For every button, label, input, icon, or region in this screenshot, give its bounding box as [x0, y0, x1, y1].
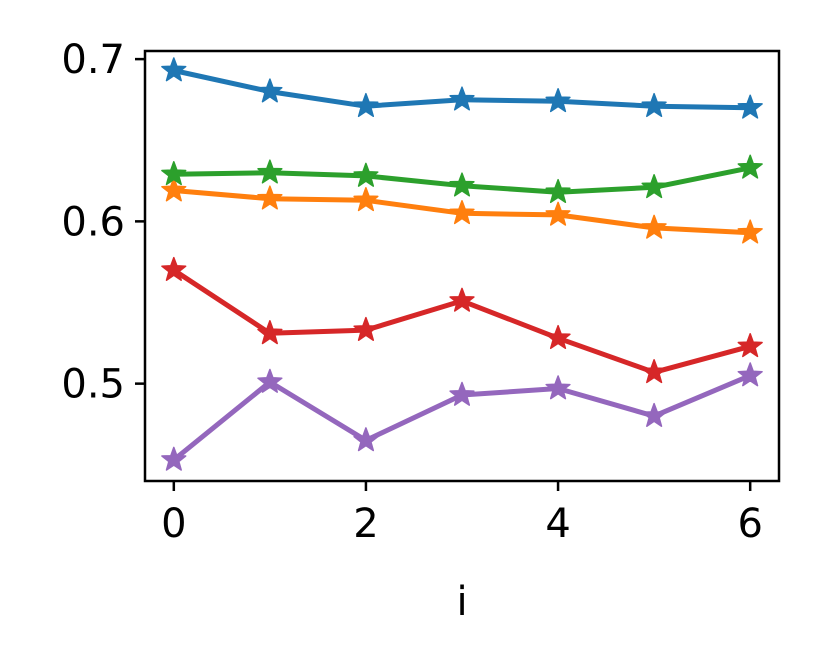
- data-point-star: [257, 159, 283, 184]
- data-point-star: [353, 187, 379, 212]
- data-point-star: [257, 368, 283, 393]
- x-axis-label: i: [456, 579, 467, 625]
- data-point-star: [257, 78, 283, 103]
- series-lines: [171, 68, 753, 463]
- data-point-star: [545, 375, 571, 400]
- data-point-star: [545, 88, 571, 113]
- data-point-star: [353, 92, 379, 118]
- data-point-star: [545, 178, 571, 204]
- data-point-star: [737, 362, 763, 387]
- data-point-star: [161, 57, 187, 82]
- y-tick-label: 0.5: [61, 362, 125, 408]
- data-point-star: [641, 92, 667, 118]
- data-point-star: [737, 154, 763, 179]
- data-point-star: [449, 381, 475, 406]
- data-point-star: [353, 316, 379, 341]
- data-point-star: [449, 287, 475, 312]
- data-point-star: [737, 94, 763, 119]
- x-tick-label: 6: [737, 501, 762, 547]
- series-line-3: [171, 267, 753, 375]
- x-tick-label: 0: [161, 501, 186, 547]
- data-point-star: [737, 333, 763, 358]
- data-point-star: [449, 200, 475, 225]
- data-point-star: [161, 256, 187, 281]
- x-tick-label: 2: [353, 501, 378, 547]
- data-point-star: [545, 201, 571, 226]
- data-point-star: [353, 162, 379, 187]
- data-point-star: [641, 402, 667, 427]
- data-point-star: [449, 86, 475, 111]
- y-tick-label: 0.7: [61, 37, 125, 83]
- data-point-star: [161, 177, 187, 202]
- data-point-star: [545, 324, 571, 350]
- data-point-star: [161, 161, 187, 186]
- data-point-star: [449, 172, 475, 197]
- data-point-star: [353, 427, 379, 452]
- axis-ticks: 0 2 4 6 0.5 0.6 0.7: [61, 37, 763, 547]
- data-point-star: [161, 446, 187, 471]
- data-point-star: [641, 174, 667, 199]
- data-point-star: [257, 320, 283, 345]
- y-tick-label: 0.6: [61, 199, 125, 245]
- data-point-star: [641, 359, 667, 384]
- plot-frame: [143, 49, 781, 483]
- series-markers: [161, 57, 763, 471]
- x-tick-label: 4: [545, 501, 570, 547]
- data-point-star: [641, 214, 667, 239]
- data-point-star: [737, 219, 763, 244]
- data-point-star: [257, 185, 283, 210]
